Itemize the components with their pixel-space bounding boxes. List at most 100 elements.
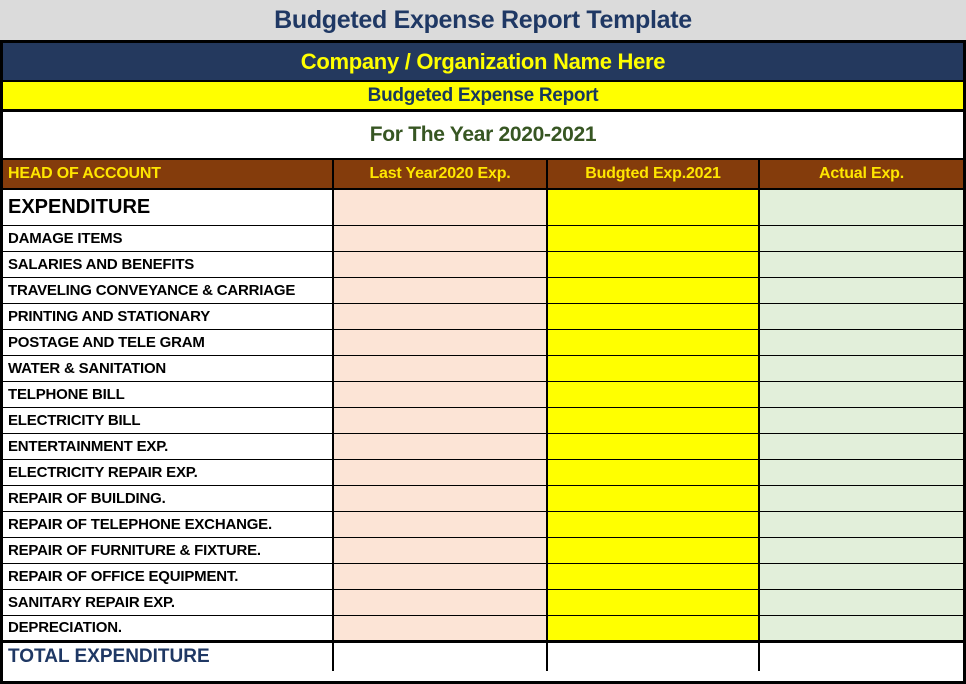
actual-cell[interactable] xyxy=(758,224,963,252)
last-year-cell[interactable] xyxy=(332,510,547,538)
col-header-budgeted: Budgted Exp.2021 xyxy=(546,160,759,190)
budgeted-cell[interactable] xyxy=(546,510,759,538)
row-label: PRINTING AND STATIONARY xyxy=(3,302,333,330)
total-last-year-cell[interactable] xyxy=(332,639,547,671)
expense-table: HEAD OF ACCOUNT Last Year2020 Exp. Budgt… xyxy=(3,160,963,671)
last-year-cell[interactable] xyxy=(332,354,547,382)
period-label: For The Year 2020-2021 xyxy=(369,123,597,146)
table-row: REPAIR OF FURNITURE & FIXTURE. xyxy=(3,536,963,564)
table-row: ELECTRICITY BILL xyxy=(3,406,963,434)
actual-cell[interactable] xyxy=(758,250,963,278)
last-year-cell[interactable] xyxy=(332,224,547,252)
last-year-cell[interactable] xyxy=(332,302,547,330)
budgeted-cell[interactable] xyxy=(546,614,759,642)
budgeted-cell[interactable] xyxy=(546,588,759,616)
actual-cell[interactable] xyxy=(758,380,963,408)
last-year-cell[interactable] xyxy=(332,328,547,356)
row-label: DAMAGE ITEMS xyxy=(3,224,333,252)
last-year-cell[interactable] xyxy=(332,484,547,512)
budgeted-cell[interactable] xyxy=(546,250,759,278)
row-label: ELECTRICITY BILL xyxy=(3,406,333,434)
budgeted-cell[interactable] xyxy=(546,328,759,356)
actual-cell[interactable] xyxy=(758,302,963,330)
table-row: DEPRECIATION. xyxy=(3,614,963,642)
page-title-bar: Budgeted Expense Report Template xyxy=(0,0,966,43)
row-label: POSTAGE AND TELE GRAM xyxy=(3,328,333,356)
budgeted-cell[interactable] xyxy=(546,302,759,330)
actual-cell[interactable] xyxy=(758,536,963,564)
total-budgeted-cell[interactable] xyxy=(546,639,759,671)
actual-cell[interactable] xyxy=(758,432,963,460)
total-actual-cell[interactable] xyxy=(758,639,963,671)
last-year-cell[interactable] xyxy=(332,380,547,408)
actual-cell[interactable] xyxy=(758,562,963,590)
budgeted-cell[interactable] xyxy=(546,484,759,512)
section-label: EXPENDITURE xyxy=(3,188,333,226)
row-label: TELPHONE BILL xyxy=(3,380,333,408)
period-bar: For The Year 2020-2021 xyxy=(3,112,963,160)
table-row: TELPHONE BILL xyxy=(3,380,963,408)
budgeted-cell[interactable] xyxy=(546,406,759,434)
last-year-cell[interactable] xyxy=(332,276,547,304)
row-label: REPAIR OF FURNITURE & FIXTURE. xyxy=(3,536,333,564)
table-row: DAMAGE ITEMS xyxy=(3,224,963,252)
budgeted-cell[interactable] xyxy=(546,562,759,590)
table-row: ELECTRICITY REPAIR EXP. xyxy=(3,458,963,486)
budgeted-cell[interactable] xyxy=(546,188,759,226)
actual-cell[interactable] xyxy=(758,614,963,642)
table-row: REPAIR OF BUILDING. xyxy=(3,484,963,512)
actual-cell[interactable] xyxy=(758,406,963,434)
report-body: Company / Organization Name Here Budgete… xyxy=(0,43,966,684)
row-label: ENTERTAINMENT EXP. xyxy=(3,432,333,460)
last-year-cell[interactable] xyxy=(332,536,547,564)
budgeted-cell[interactable] xyxy=(546,276,759,304)
table-row: SALARIES AND BENEFITS xyxy=(3,250,963,278)
row-label: REPAIR OF OFFICE EQUIPMENT. xyxy=(3,562,333,590)
table-row: WATER & SANITATION xyxy=(3,354,963,382)
actual-cell[interactable] xyxy=(758,328,963,356)
last-year-cell[interactable] xyxy=(332,562,547,590)
last-year-cell[interactable] xyxy=(332,614,547,642)
actual-cell[interactable] xyxy=(758,510,963,538)
col-header-head-of-account: HEAD OF ACCOUNT xyxy=(3,160,333,190)
total-row: TOTAL EXPENDITURE xyxy=(3,639,963,671)
table-row: REPAIR OF TELEPHONE EXCHANGE. xyxy=(3,510,963,538)
row-label: DEPRECIATION. xyxy=(3,614,333,642)
budgeted-cell[interactable] xyxy=(546,536,759,564)
actual-cell[interactable] xyxy=(758,588,963,616)
row-label: ELECTRICITY REPAIR EXP. xyxy=(3,458,333,486)
row-label: REPAIR OF BUILDING. xyxy=(3,484,333,512)
table-row: TRAVELING CONVEYANCE & CARRIAGE xyxy=(3,276,963,304)
report-title: Budgeted Expense Report xyxy=(367,84,599,106)
last-year-cell[interactable] xyxy=(332,188,547,226)
budgeted-cell[interactable] xyxy=(546,224,759,252)
report-title-bar: Budgeted Expense Report xyxy=(3,82,963,112)
last-year-cell[interactable] xyxy=(332,432,547,460)
actual-cell[interactable] xyxy=(758,354,963,382)
section-row-expenditure: EXPENDITURE xyxy=(3,188,963,226)
last-year-cell[interactable] xyxy=(332,588,547,616)
table-row: PRINTING AND STATIONARY xyxy=(3,302,963,330)
actual-cell[interactable] xyxy=(758,188,963,226)
company-name-bar: Company / Organization Name Here xyxy=(3,43,963,82)
last-year-cell[interactable] xyxy=(332,250,547,278)
budgeted-cell[interactable] xyxy=(546,380,759,408)
table-row: REPAIR OF OFFICE EQUIPMENT. xyxy=(3,562,963,590)
row-label: WATER & SANITATION xyxy=(3,354,333,382)
table-row: POSTAGE AND TELE GRAM xyxy=(3,328,963,356)
row-label: SALARIES AND BENEFITS xyxy=(3,250,333,278)
budgeted-cell[interactable] xyxy=(546,458,759,486)
budgeted-cell[interactable] xyxy=(546,354,759,382)
last-year-cell[interactable] xyxy=(332,406,547,434)
actual-cell[interactable] xyxy=(758,458,963,486)
company-name: Company / Organization Name Here xyxy=(300,48,666,74)
last-year-cell[interactable] xyxy=(332,458,547,486)
actual-cell[interactable] xyxy=(758,276,963,304)
budgeted-cell[interactable] xyxy=(546,432,759,460)
actual-cell[interactable] xyxy=(758,484,963,512)
table-row: SANITARY REPAIR EXP. xyxy=(3,588,963,616)
row-label: SANITARY REPAIR EXP. xyxy=(3,588,333,616)
row-label: TRAVELING CONVEYANCE & CARRIAGE xyxy=(3,276,333,304)
row-label: REPAIR OF TELEPHONE EXCHANGE. xyxy=(3,510,333,538)
